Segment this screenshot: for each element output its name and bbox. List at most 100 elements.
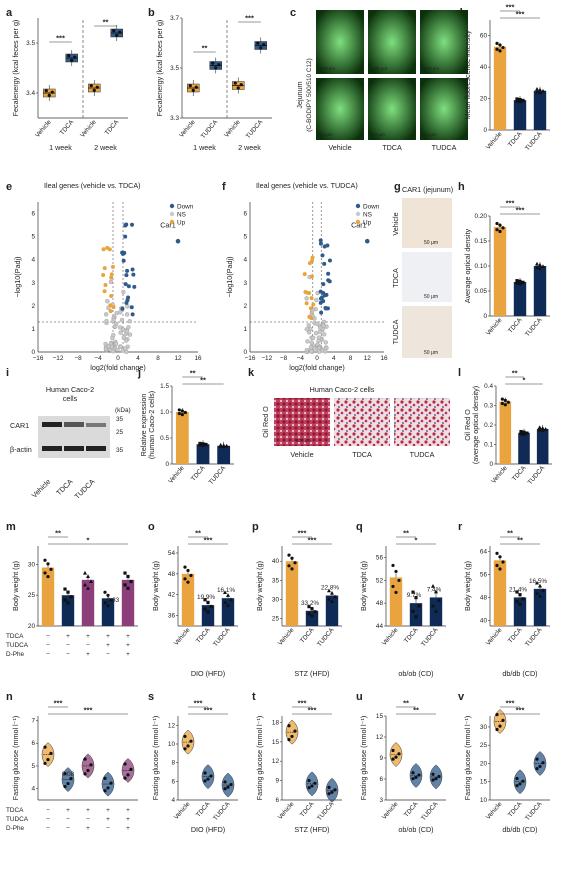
i-lane-tdca: TDCA — [54, 477, 74, 497]
s-point-2 — [189, 739, 193, 743]
f-xtick-label-3: −4 — [297, 355, 305, 362]
f-legend-label-1: NS — [363, 212, 372, 219]
e-point-up-6 — [111, 305, 116, 310]
q-point-3 — [391, 584, 395, 589]
c-scale-5: 20 μm — [372, 132, 385, 137]
e-point-down-7 — [129, 305, 134, 310]
e-point-down-2 — [132, 284, 137, 289]
panel-label-g: g — [394, 181, 401, 193]
q-point-2 — [417, 604, 421, 608]
t-xlabel: STZ (HFD) — [294, 825, 329, 834]
f-point-down-20 — [327, 279, 332, 284]
panel-label-c: c — [290, 7, 296, 19]
s-ytick-label-0: 12 — [168, 722, 176, 729]
s-point-2 — [209, 774, 213, 778]
p-point-0 — [307, 605, 311, 609]
h-point-0 — [515, 279, 519, 283]
u-ytick-label-1: 12 — [376, 734, 384, 741]
m-ytick-label-2: 20 — [28, 623, 36, 630]
t-ytick-label-4: 6 — [275, 797, 279, 804]
u-point-1 — [394, 755, 398, 759]
p-xtick-label-2: TUDCA — [316, 626, 336, 648]
m-point-0 — [103, 590, 107, 594]
l-point-2 — [543, 427, 548, 431]
f-ylabel: −log10(Padj) — [225, 257, 234, 298]
m-treat-label-0: TDCA — [6, 633, 24, 640]
e-xtick-label-6: 8 — [156, 355, 160, 362]
j-point-4 — [180, 409, 184, 413]
t-violin-1 — [305, 771, 319, 797]
v-ytick-label-3: 15 — [480, 779, 488, 786]
p-xlabel: STZ (HFD) — [294, 669, 329, 678]
m-point-2 — [129, 579, 133, 584]
n-point-2 — [69, 776, 73, 781]
n-treat-cell-1-3: + — [106, 816, 110, 823]
v-sig-label-0: *** — [506, 699, 515, 708]
m-treat-cell-1-1: − — [66, 642, 70, 649]
u-violin-1 — [409, 763, 423, 788]
q-point-4 — [434, 589, 438, 594]
t-point-2 — [313, 781, 317, 785]
e-xtick-label-4: 0 — [116, 355, 120, 362]
e-legend-label-1: NS — [177, 212, 186, 219]
v-xtick-label-1: TDCA — [507, 800, 524, 818]
m-bar-1 — [61, 595, 75, 626]
o-ytick-label-3: 36 — [168, 613, 176, 620]
panel-c-images: Jejunum (C-BODIPY 500/510 C12) 100 μm 10… — [295, 10, 468, 152]
panel-label-t: t — [252, 691, 256, 703]
p-ytick-label-0: 40 — [272, 558, 280, 565]
n-sig-label-0: *** — [54, 699, 63, 708]
e-point-ns-52 — [117, 325, 123, 330]
o-point-1 — [206, 610, 210, 614]
f-point-down-7 — [319, 310, 324, 315]
d-point-1 — [498, 49, 502, 53]
e-point-down-1 — [131, 272, 136, 277]
q-point-2 — [437, 598, 441, 602]
h-xtick-label-0: Vehicle — [485, 316, 504, 337]
u-xlabel: ob/ob (CD) — [398, 825, 433, 834]
e-point-ns-55 — [121, 335, 126, 340]
m-point-0 — [83, 570, 87, 575]
e-point-ns-22 — [108, 279, 114, 285]
s-xlabel: DIO (HFD) — [191, 825, 225, 834]
m-ytick-label-1: 25 — [28, 592, 36, 599]
f-point-ns-28 — [317, 329, 323, 335]
p-point-1 — [310, 614, 314, 618]
i-band-actin-vehicle — [42, 446, 62, 451]
e-point-ns-46 — [115, 347, 120, 353]
b-ytick-label-0: 3.7 — [170, 15, 179, 22]
f-xtick-label-8: 16 — [380, 355, 388, 362]
t-ytick-label-2: 12 — [272, 758, 280, 765]
e-point-ns-54 — [118, 330, 123, 335]
r-ytick-label-2: 48 — [480, 594, 488, 601]
m-point-1 — [86, 586, 90, 590]
h-point-4 — [498, 223, 502, 227]
b-point-0 — [233, 81, 237, 85]
c-col-tdca: TDCA — [382, 143, 402, 152]
h-bar-0 — [493, 227, 507, 316]
d-point-3 — [515, 99, 519, 103]
o-point-0 — [203, 598, 207, 602]
k-col-tdca: TDCA — [352, 450, 372, 459]
e-point-up-9 — [109, 293, 114, 298]
e-legend-swatch-1 — [169, 211, 175, 217]
u-ytick-label-2: 9 — [379, 755, 383, 762]
o-sig-label-0: ** — [195, 529, 201, 538]
t-ylabel: Fasting glucose (mmol l⁻¹) — [255, 716, 264, 800]
m-point-0 — [123, 571, 127, 575]
a-point-1 — [70, 58, 74, 63]
f-point-ns-53 — [314, 297, 319, 303]
l-bar-0 — [499, 401, 512, 464]
panel-label-s: s — [148, 691, 154, 703]
r-point-4 — [498, 555, 502, 559]
m-bar-0 — [41, 567, 55, 626]
r-point-2 — [501, 560, 505, 564]
e-point-ns-29 — [123, 338, 129, 343]
v-point-0 — [495, 712, 499, 717]
n-point-0 — [43, 745, 47, 749]
r-bar-2 — [533, 588, 547, 626]
e-point-ns-51 — [124, 312, 130, 317]
l-bar-2 — [536, 428, 549, 464]
v-point-0 — [535, 757, 539, 761]
e-point-up-12 — [102, 266, 107, 271]
